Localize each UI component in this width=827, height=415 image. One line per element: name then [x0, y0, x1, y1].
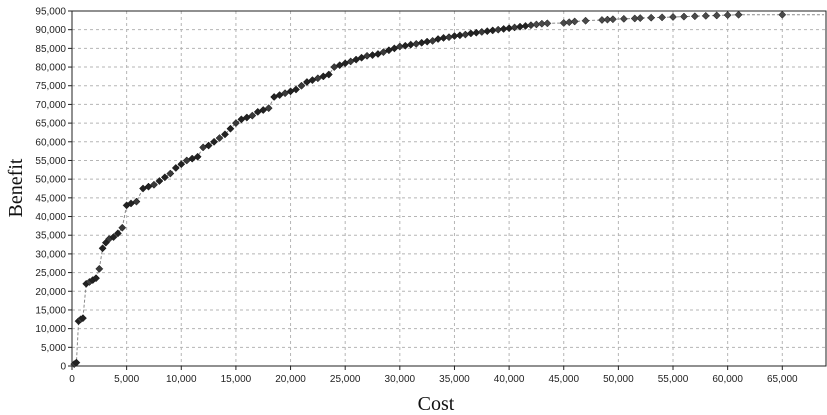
x-tick-label: 65,000 [767, 374, 798, 385]
data-point [658, 13, 667, 22]
y-tick-label: 25,000 [35, 268, 66, 279]
data-point [171, 163, 180, 172]
data-point [264, 104, 273, 113]
x-tick-label: 5,000 [114, 374, 139, 385]
y-tick-label: 65,000 [35, 119, 66, 130]
data-point [118, 223, 127, 232]
y-axis-title: Benefit [5, 158, 27, 217]
y-tick-label: 5,000 [41, 343, 66, 354]
data-point [701, 11, 710, 20]
y-tick-label: 0 [60, 362, 66, 373]
x-tick-label: 15,000 [221, 374, 252, 385]
data-point [92, 274, 100, 283]
data-point [647, 13, 656, 22]
data-point [155, 177, 164, 185]
data-point [215, 134, 224, 143]
data-point [543, 19, 552, 28]
data-point [132, 197, 141, 206]
x-tick-label: 0 [69, 374, 75, 385]
data-point [160, 173, 169, 182]
y-tick-label: 95,000 [35, 7, 66, 18]
data-point [78, 314, 87, 323]
grid [72, 11, 826, 366]
data-point [570, 17, 579, 26]
data-point [679, 12, 688, 21]
y-tick-label: 45,000 [35, 193, 66, 204]
y-tick-label: 60,000 [35, 137, 66, 148]
x-tick-label: 50,000 [603, 374, 634, 385]
x-tick-label: 20,000 [275, 374, 306, 385]
y-tick-label: 85,000 [35, 44, 66, 55]
y-tick-label: 55,000 [35, 156, 66, 167]
data-point [734, 10, 743, 19]
data-point [248, 111, 257, 120]
x-tick-label: 10,000 [166, 374, 197, 385]
y-tick-label: 80,000 [35, 63, 66, 74]
plot-frame [71, 10, 827, 367]
y-tick-label: 30,000 [35, 249, 66, 260]
data-point [690, 12, 699, 21]
data-point [210, 137, 219, 146]
y-tick-label: 10,000 [35, 324, 66, 335]
data-point [226, 124, 235, 133]
data-point [292, 85, 300, 94]
data-point [778, 10, 787, 19]
data-point [608, 15, 617, 24]
data-point [109, 233, 118, 242]
data-point [231, 119, 240, 128]
y-tick-label: 70,000 [35, 100, 66, 111]
y-tick-label: 40,000 [35, 212, 66, 223]
y-tick-label: 90,000 [35, 25, 66, 36]
x-tick-label: 60,000 [712, 374, 743, 385]
data-point [113, 229, 122, 238]
data-points [70, 10, 787, 369]
data-point [221, 130, 229, 139]
y-tick-label: 15,000 [35, 305, 66, 316]
data-point [177, 160, 186, 169]
data-point [723, 11, 732, 20]
data-point [150, 180, 158, 189]
data-point [619, 14, 628, 23]
data-point [636, 14, 645, 23]
axes: 0 5,000 10,000 15,000 20,000 25,000 30,000 35,0… [35, 7, 798, 386]
y-tick-label: 35,000 [35, 231, 66, 242]
x-tick-label: 55,000 [658, 374, 689, 385]
data-point [72, 358, 81, 367]
x-tick-label: 35,000 [439, 374, 470, 385]
x-tick-label: 45,000 [548, 374, 579, 385]
data-point [669, 13, 677, 21]
x-tick-label: 25,000 [330, 374, 361, 385]
x-tick-label: 30,000 [385, 374, 416, 385]
x-axis-title: Cost [418, 393, 455, 415]
data-point [166, 169, 175, 178]
data-point [297, 81, 306, 90]
data-point [193, 152, 202, 161]
y-tick-label: 50,000 [35, 175, 66, 186]
data-point [98, 244, 107, 253]
data-point [581, 16, 590, 25]
data-point [324, 70, 333, 79]
y-tick-label: 75,000 [35, 81, 66, 92]
y-tick-label: 20,000 [35, 287, 66, 298]
data-point [95, 264, 104, 273]
data-point [712, 11, 721, 20]
data-point [204, 141, 213, 150]
x-tick-label: 40,000 [494, 374, 525, 385]
